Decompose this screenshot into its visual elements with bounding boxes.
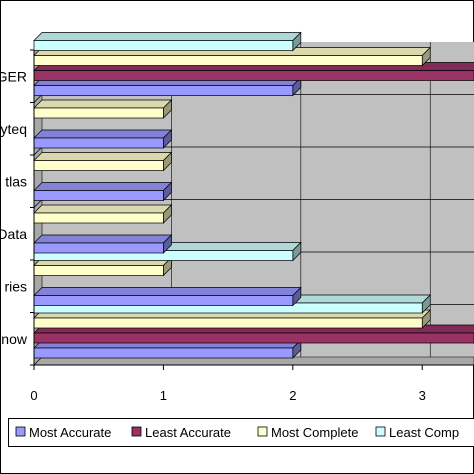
bar-front [33,295,294,306]
bar-top [33,129,173,139]
legend-label: Most Accurate [29,425,111,440]
bar-group-5 [33,31,474,97]
bar-front [33,107,164,119]
bar-front [33,347,294,359]
bar-front [33,265,164,276]
bar-top [33,234,173,244]
x-tick-label: 3 [419,388,426,403]
bar-front [33,55,423,66]
bar-group-2 [33,204,173,254]
bar-top [33,99,173,109]
legend-item: Most Complete [257,425,358,440]
legend-item: Least Accurate [131,425,231,440]
legend-label: Most Complete [271,425,358,440]
bar-front [33,190,164,201]
legend-label: Least Comp [389,425,459,440]
bar-front [33,242,164,254]
category-label: ries [4,278,27,294]
bar [33,151,173,172]
legend-swatch [257,426,268,437]
bar-top [33,182,173,191]
bar-front [33,160,164,171]
x-tick-label: 1 [160,388,167,403]
category-labels: Know ries Data tlas yteq GER [0,68,28,347]
bar-top [33,32,302,41]
bar [33,129,173,149]
legend-item: Least Comp [375,425,459,440]
bar-group-3 [33,151,173,202]
x-tick-labels: 0 1 2 3 [30,388,425,403]
bar-front [33,212,164,224]
category-label: GER [0,68,27,84]
bar-front [33,85,294,96]
category-label: Know [0,331,28,347]
legend-item: Most Accurate [15,425,111,440]
bar-front [33,70,474,81]
x-tick-label: 2 [289,388,296,403]
bar-front [33,137,164,149]
bar [33,31,302,52]
legend-swatch [15,426,26,437]
axes [30,49,474,370]
bar [33,204,173,224]
bars [33,31,474,359]
legend-box [8,418,474,447]
bar-top [33,152,173,161]
bar [33,286,302,307]
bar-group-4 [33,99,173,149]
bar-front [33,332,474,344]
bar [33,234,173,254]
category-label: yteq [1,121,27,137]
bar [33,181,173,202]
legend-swatch [375,426,386,437]
category-label: Data [0,226,27,242]
legend-swatch [131,426,142,437]
bar-front [33,317,423,329]
x-tick-label: 0 [30,388,37,403]
bar-front [33,40,294,51]
category-label: tlas [5,173,27,189]
legend-label: Least Accurate [145,425,231,440]
bar-top [33,204,173,214]
bar [33,99,173,119]
bar-top [33,287,302,296]
legend: Most Accurate Least Accurate Most Complete… [8,418,474,447]
